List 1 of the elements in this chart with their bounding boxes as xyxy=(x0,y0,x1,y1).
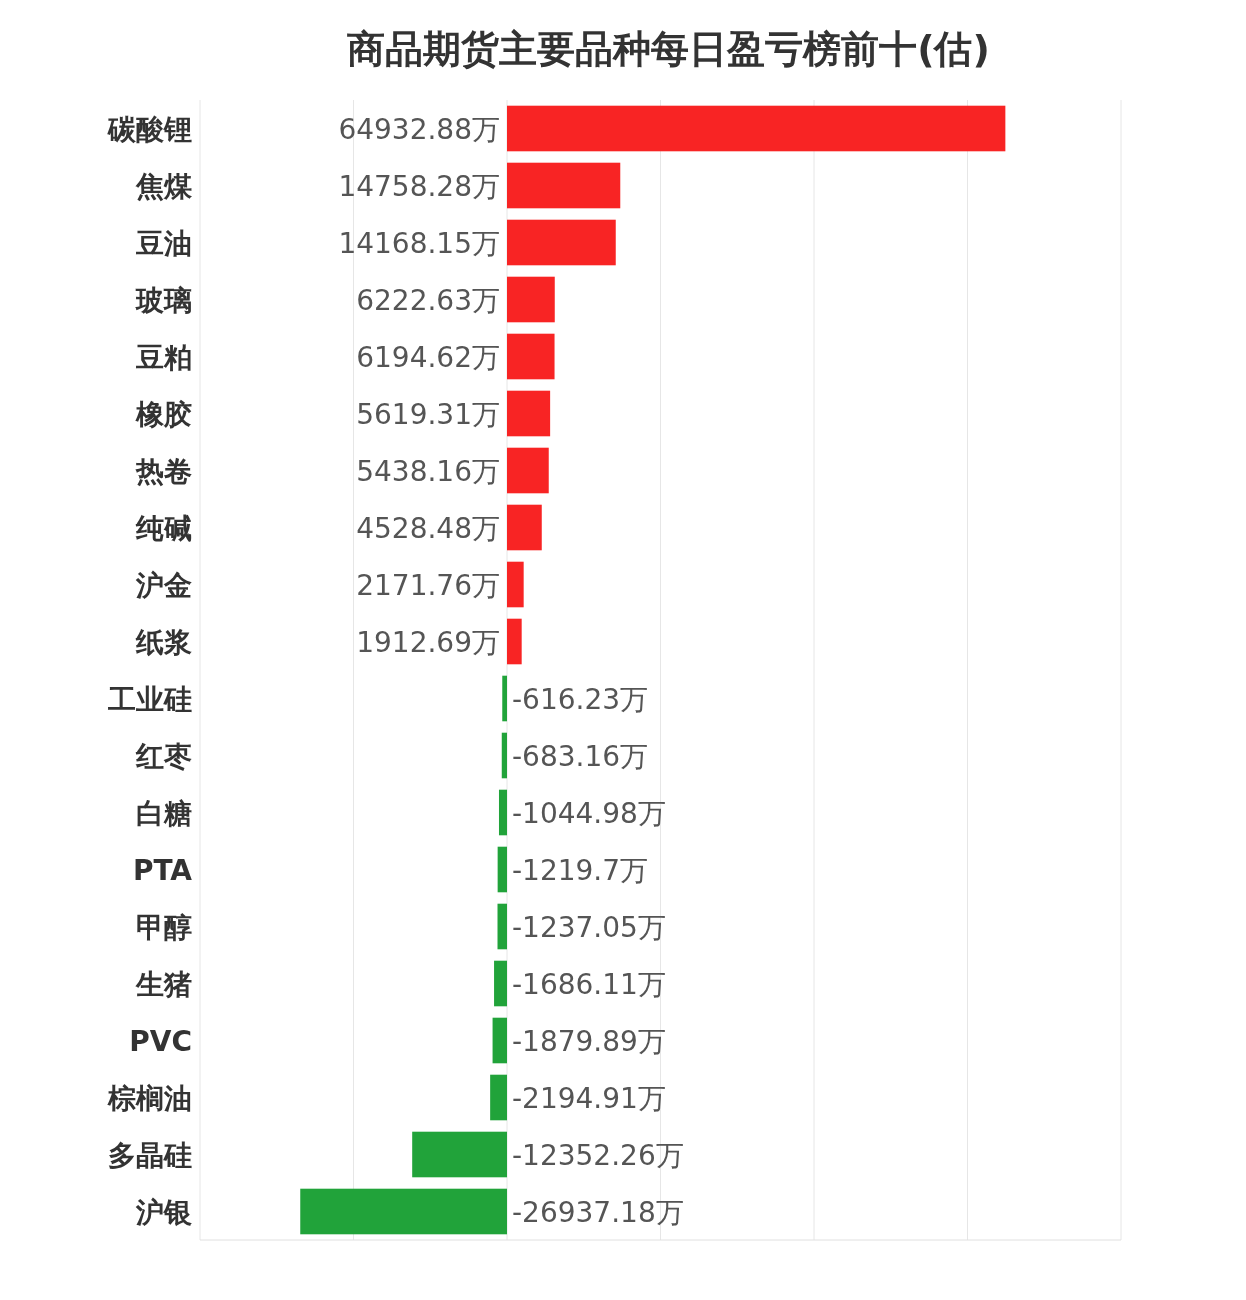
title: 商品期货主要品种每日盈亏榜前十(估) xyxy=(347,27,990,71)
